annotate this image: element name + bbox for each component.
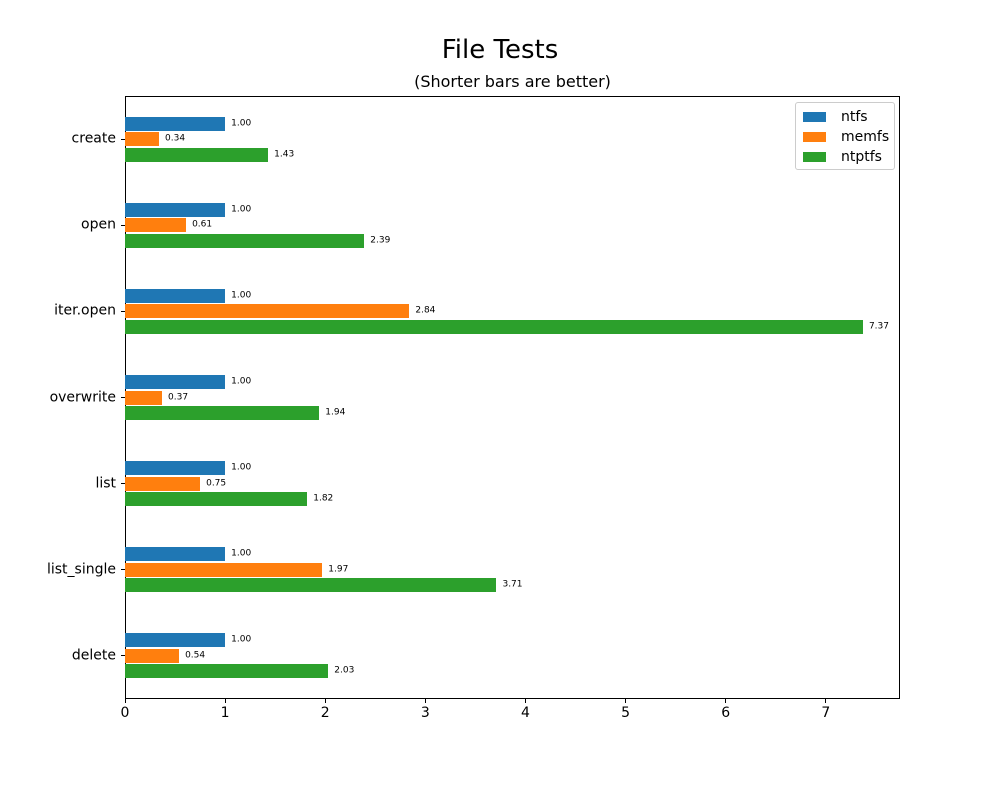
y-tick-mark: [121, 224, 125, 226]
legend-label: ntfs: [841, 108, 868, 125]
y-tick-label: create: [71, 130, 116, 147]
x-tick-mark: [324, 699, 326, 703]
legend-item-ntptfs: ntptfs: [803, 147, 894, 167]
bar-memfs-open: [125, 218, 187, 233]
bar-ntptfs-list_single: [125, 578, 497, 593]
x-tick-label: 2: [320, 705, 330, 721]
y-tick-label: overwrite: [49, 389, 116, 405]
y-tick-mark: [121, 310, 125, 312]
x-tick-mark: [424, 699, 426, 703]
bar-memfs-iter.open: [125, 304, 410, 319]
y-tick-mark: [121, 483, 125, 485]
bar-value-label: 2.84: [415, 305, 436, 316]
bar-value-label: 0.61: [192, 219, 213, 230]
bar-value-label: 3.71: [502, 579, 523, 590]
bar-value-label: 1.00: [231, 376, 252, 387]
bar-value-label: 0.75: [206, 478, 227, 489]
bar-value-label: 1.82: [313, 493, 334, 504]
bar-memfs-create: [125, 132, 160, 147]
bar-value-label: 7.37: [868, 321, 889, 332]
bar-ntfs-list: [125, 461, 226, 476]
x-tick-label: 4: [521, 705, 530, 721]
legend-item-ntfs: ntfs: [803, 107, 894, 127]
bar-value-label: 1.00: [231, 118, 252, 129]
x-tick-label: 6: [721, 705, 731, 721]
bar-value-label: 0.54: [185, 650, 206, 661]
bar-value-label: 1.00: [231, 548, 252, 559]
legend-label: ntptfs: [841, 148, 882, 165]
legend-label: memfs: [841, 128, 890, 145]
plot-area: create 1.00 0.34 1.43 open 1.00 0.61 2.39 iter.o…: [47, 96, 900, 721]
bar-memfs-list_single: [125, 562, 323, 577]
legend-swatch-ntptfs: [803, 152, 826, 162]
bar-value-label: 2.03: [334, 665, 355, 676]
x-tick-mark: [725, 699, 727, 703]
y-tick-label: list_single: [46, 561, 116, 578]
bar-value-label: 1.00: [231, 204, 252, 215]
legend-swatch-ntfs: [803, 112, 826, 122]
legend-item-memfs: memfs: [803, 127, 894, 147]
y-tick-mark: [121, 655, 125, 657]
bar-value-label: 1.00: [231, 290, 252, 301]
bar-ntptfs-iter.open: [125, 319, 863, 334]
bar-value-label: 1.94: [325, 407, 346, 418]
bar-memfs-list: [125, 476, 201, 491]
chart-title: File Tests: [441, 35, 559, 65]
bar-ntfs-create: [125, 116, 226, 131]
x-tick-mark: [825, 699, 827, 703]
bar-ntptfs-create: [125, 147, 269, 162]
bar-value-label: 1.00: [231, 634, 252, 645]
bar-value-label: 2.39: [370, 235, 391, 246]
x-tick-mark: [224, 699, 226, 703]
bar-memfs-delete: [125, 648, 180, 663]
x-tick-label: 1: [220, 705, 230, 721]
bar-value-label: 1.97: [328, 564, 349, 575]
axes-frame: [125, 96, 900, 699]
y-tick-label: list: [95, 475, 116, 492]
bar-ntptfs-open: [125, 233, 365, 248]
legend-swatch-memfs: [803, 132, 826, 142]
bar-ntptfs-delete: [125, 664, 329, 679]
legend: ntfs memfs ntptfs: [795, 102, 895, 170]
bar-value-label: 0.34: [165, 133, 186, 144]
bar-ntfs-list_single: [125, 547, 226, 562]
bar-value-label: 0.37: [168, 392, 189, 402]
y-tick-label: delete: [71, 647, 116, 664]
x-tick-mark: [525, 699, 527, 703]
chart-subtitle: (Shorter bars are better): [414, 72, 611, 91]
y-tick-mark: [121, 138, 125, 140]
x-tick-mark: [625, 699, 627, 703]
y-tick-label: open: [81, 216, 116, 233]
bar-value-label: 1.00: [231, 462, 252, 473]
bar-memfs-overwrite: [125, 390, 163, 405]
x-tick-label: 5: [621, 705, 631, 721]
bar-ntfs-overwrite: [125, 375, 226, 389]
x-tick-label: 3: [420, 705, 430, 721]
x-tick-mark: [124, 699, 126, 703]
bar-ntfs-iter.open: [125, 288, 226, 303]
y-tick-mark: [121, 569, 125, 571]
y-tick-label: iter.open: [54, 302, 116, 319]
bar-value-label: 1.43: [274, 149, 295, 160]
x-tick-label: 0: [120, 705, 130, 721]
bar-ntfs-open: [125, 202, 226, 217]
bar-ntptfs-overwrite: [125, 406, 320, 420]
y-tick-mark: [121, 397, 125, 398]
x-tick-label: 7: [821, 705, 831, 721]
bar-ntptfs-list: [125, 492, 308, 507]
bar-ntfs-delete: [125, 633, 226, 648]
